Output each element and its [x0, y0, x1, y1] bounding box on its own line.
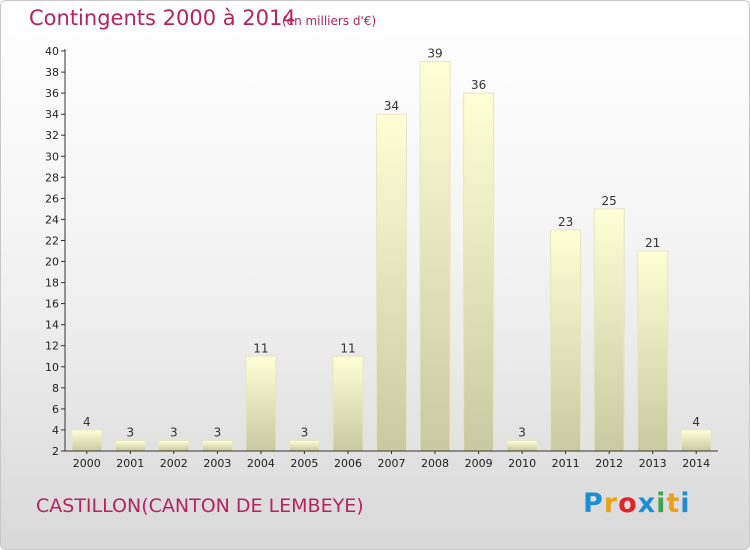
y-tick-label-6: 6 — [52, 403, 59, 416]
x-tick-label-2011: 2011 — [552, 457, 580, 470]
value-label-2014: 4 — [692, 415, 700, 429]
logo-letter: x — [637, 488, 657, 519]
logo-letter: P — [583, 488, 604, 519]
x-tick-label-2000: 2000 — [73, 457, 101, 470]
x-tick-label-2006: 2006 — [334, 457, 362, 470]
value-label-2007: 34 — [384, 99, 399, 113]
y-tick-label-8: 8 — [52, 382, 59, 395]
x-tick-label-2007: 2007 — [378, 457, 406, 470]
x-tick-label-2008: 2008 — [421, 457, 449, 470]
bar-2006 — [332, 355, 364, 452]
y-tick-label-22: 22 — [45, 235, 59, 248]
y-tick-label-14: 14 — [45, 319, 59, 332]
bar-2003 — [201, 440, 233, 452]
bar-2008 — [419, 61, 451, 452]
x-tick-label-2004: 2004 — [247, 457, 275, 470]
x-tick-label-2003: 2003 — [203, 457, 231, 470]
value-label-2013: 21 — [645, 236, 660, 250]
logo-letter: i — [680, 488, 691, 519]
value-label-2010: 3 — [518, 426, 526, 440]
y-tick-label-10: 10 — [45, 361, 59, 374]
y-tick-label-16: 16 — [45, 298, 59, 311]
logo-letter: t — [666, 488, 681, 519]
chart-title: Contingents 2000 à 2014 — [29, 6, 296, 30]
bar-2010 — [506, 440, 538, 452]
value-label-2008: 39 — [427, 47, 442, 61]
y-tick-label-36: 36 — [45, 87, 59, 100]
x-tick-label-2010: 2010 — [508, 457, 536, 470]
value-label-2001: 3 — [126, 426, 134, 440]
value-label-2005: 3 — [301, 426, 309, 440]
y-tick-label-24: 24 — [45, 213, 59, 226]
y-tick-label-12: 12 — [45, 340, 59, 353]
value-label-2004: 11 — [253, 341, 268, 355]
bar-2005 — [288, 440, 320, 452]
logo-letter: o — [618, 488, 638, 519]
y-tick-label-40: 40 — [45, 45, 59, 58]
chart-subtitle: (en milliers d'€) — [282, 14, 377, 28]
value-label-2009: 36 — [471, 78, 486, 92]
x-tick-label-2012: 2012 — [595, 457, 623, 470]
bar-2014 — [680, 429, 712, 452]
bar-2004 — [245, 355, 277, 452]
bar-2012 — [593, 208, 625, 452]
y-tick-label-34: 34 — [45, 108, 59, 121]
bar-2001 — [114, 440, 146, 452]
x-tick-label-2001: 2001 — [116, 457, 144, 470]
y-tick-label-2: 2 — [52, 445, 59, 458]
value-label-2012: 25 — [602, 194, 617, 208]
value-label-2011: 23 — [558, 215, 573, 229]
y-tick-label-30: 30 — [45, 150, 59, 163]
location-name: CASTILLON(CANTON DE LEMBEYE) — [36, 495, 364, 517]
x-tick-label-2014: 2014 — [682, 457, 710, 470]
bars-group — [71, 61, 712, 452]
y-tick-label-28: 28 — [45, 171, 59, 184]
proxiti-logo: Proxiti — [583, 488, 691, 519]
x-tick-label-2013: 2013 — [639, 457, 667, 470]
value-label-2003: 3 — [214, 426, 222, 440]
bar-2002 — [158, 440, 190, 452]
value-label-2000: 4 — [83, 415, 91, 429]
x-ticks-group: 2000 2001 2002 2003 2004 2005 2006 2007 2008 2009… — [73, 451, 710, 470]
bar-2007 — [376, 113, 407, 452]
y-tick-label-18: 18 — [45, 277, 59, 290]
value-label-2002: 3 — [170, 426, 178, 440]
value-labels-group: 4 3 3 3 11 3 11 34 39 36 3 23 25 21 4 — [83, 47, 700, 440]
y-tick-label-26: 26 — [45, 192, 59, 205]
x-tick-label-2005: 2005 — [290, 457, 318, 470]
bar-2000 — [71, 429, 103, 452]
logo-letter: i — [656, 488, 667, 519]
y-tick-label-20: 20 — [45, 256, 59, 269]
value-label-2006: 11 — [340, 341, 355, 355]
x-tick-label-2009: 2009 — [465, 457, 493, 470]
y-tick-label-4: 4 — [52, 424, 59, 437]
y-tick-label-38: 38 — [45, 66, 59, 79]
x-tick-label-2002: 2002 — [160, 457, 188, 470]
logo-letter: r — [603, 488, 619, 519]
bar-2011 — [550, 229, 582, 452]
bar-2009 — [463, 92, 495, 452]
bar-2013 — [637, 250, 669, 452]
y-tick-label-32: 32 — [45, 129, 59, 142]
